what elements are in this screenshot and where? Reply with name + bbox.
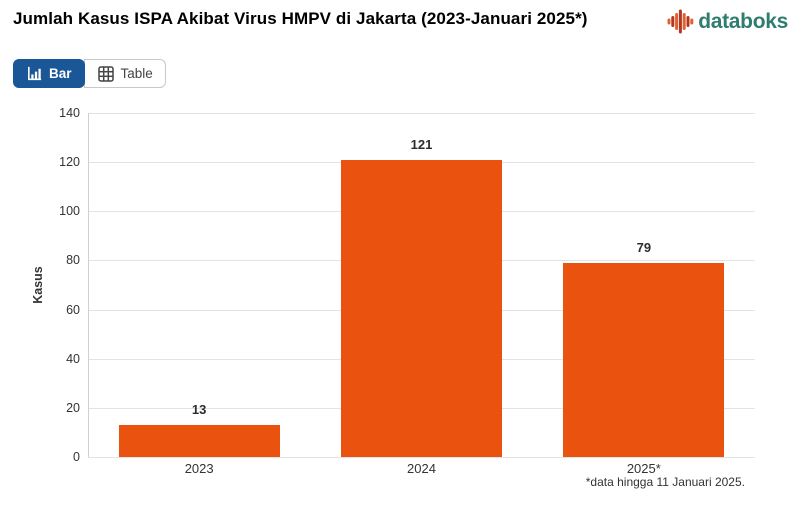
table-view-label: Table [120, 66, 153, 81]
y-axis-tick-label: 20 [66, 400, 80, 415]
bar-value-label: 121 [410, 136, 433, 152]
bar-view-button[interactable]: Bar [13, 59, 85, 88]
x-axis-tick-label: 2023 [184, 461, 214, 476]
y-axis-title: Kasus [31, 266, 45, 304]
y-axis-tick-label: 140 [59, 106, 80, 120]
y-axis-tick-label: 120 [59, 155, 80, 170]
y-axis-tick-label: 80 [66, 253, 80, 268]
databoks-logo[interactable]: databoks [667, 8, 788, 35]
gridline [88, 457, 755, 458]
chart-bar[interactable] [563, 262, 725, 457]
x-axis-tick-label: 2025* [626, 461, 661, 476]
bar-value-label: 79 [636, 239, 652, 255]
page-title: Jumlah Kasus ISPA Akibat Virus HMPV di J… [13, 9, 588, 28]
pulse-bars-icon [667, 8, 694, 35]
chart-footnote: *data hingga 11 Januari 2025. [585, 475, 745, 489]
view-toggle: Bar Table [13, 59, 166, 88]
bar-chart-icon [26, 65, 43, 82]
databoks-logo-text: databoks [698, 9, 788, 33]
y-axis-tick-label: 60 [66, 302, 80, 317]
gridline [88, 113, 755, 114]
chart-bar[interactable] [341, 159, 502, 457]
bar-value-label: 13 [191, 402, 207, 418]
x-axis-tick-label: 2024 [407, 461, 436, 476]
y-axis-tick-label: 0 [73, 450, 80, 464]
y-axis-line [88, 113, 89, 457]
table-grid-icon [97, 65, 115, 83]
chart-bar[interactable] [118, 425, 280, 457]
y-axis-tick-label: 40 [66, 351, 80, 366]
bar-view-label: Bar [49, 66, 72, 81]
y-axis-tick-label: 100 [59, 204, 80, 219]
table-view-button[interactable]: Table [83, 59, 166, 88]
